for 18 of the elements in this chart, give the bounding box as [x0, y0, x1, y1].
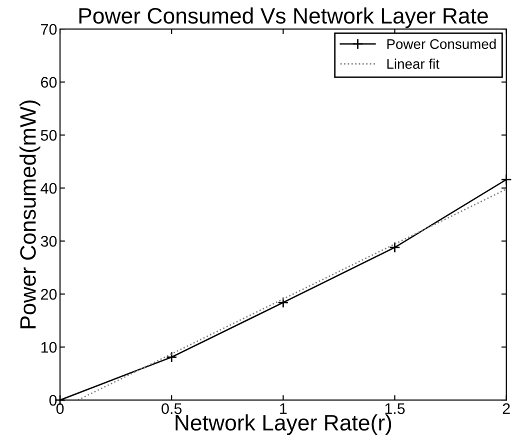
y-tick-label: 30 [40, 236, 57, 247]
legend-label: Linear fit [387, 58, 440, 69]
x-tick-label: 1 [280, 403, 287, 414]
y-tick-label: 20 [41, 288, 57, 300]
y-tick-label: 40 [40, 182, 57, 194]
y-tick-label: 70 [41, 24, 57, 35]
y-tick-label: 50 [40, 130, 57, 141]
y-tick-label: 0 [49, 394, 57, 406]
chart-title: Power Consumed Vs Network Layer Rate [79, 7, 488, 28]
y-axis-title: Power Consumed(mW) [20, 100, 40, 328]
x-tick-label: 2 [502, 403, 510, 414]
x-axis-title: Network Layer Rate(r) [176, 414, 392, 436]
y-tick-label: 60 [41, 76, 57, 88]
x-tick-label: 1.5 [385, 403, 405, 414]
legend-label: Power Consumed [387, 38, 496, 49]
x-tick-label: 0.5 [162, 403, 182, 414]
y-tick-label: 10 [41, 342, 57, 353]
x-tick-label: 0 [56, 403, 64, 414]
